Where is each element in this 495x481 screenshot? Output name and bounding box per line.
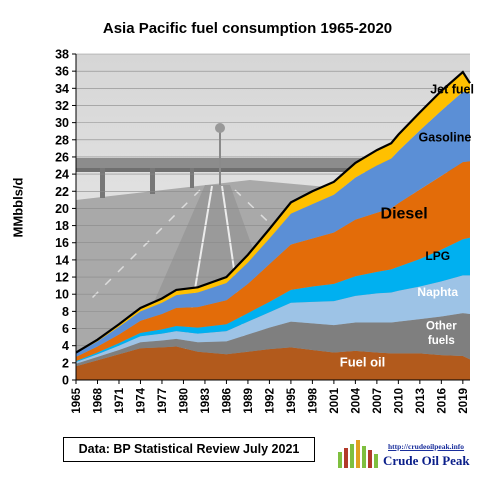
x-tick-label: 1986 (221, 388, 233, 414)
series-label: Jet fuel (430, 82, 474, 96)
series-labels: Jet fuel Gasoline Diesel LPG Naphta Other fuel… (340, 82, 474, 369)
y-tick-label: 18 (55, 219, 69, 233)
x-tick-label: 1989 (243, 388, 255, 414)
x-tick-label: 2016 (436, 388, 448, 414)
stacked-areas (76, 72, 470, 380)
x-tick-label: 2001 (329, 387, 341, 413)
axes (75, 54, 470, 381)
y-tick-label: 14 (55, 253, 69, 267)
y-tick-label: 4 (62, 339, 69, 353)
y-tick-label: 30 (55, 116, 69, 130)
y-tick-label: 38 (55, 48, 69, 62)
area-lpg (76, 237, 470, 362)
x-tick-label: 1977 (157, 388, 169, 414)
x-tick-label: 1995 (286, 387, 298, 413)
area-naphta (76, 275, 470, 364)
y-tick-label: 22 (55, 185, 69, 199)
source-note: Data: BP Statistical Review July 2021 (63, 437, 315, 462)
x-tick-label: 1998 (307, 387, 319, 413)
logo-graphic (338, 440, 378, 468)
series-label: fuels (428, 335, 455, 347)
x-tick-label: 2010 (393, 388, 405, 414)
area-gasoline (76, 91, 470, 357)
x-tick-label: 1983 (200, 388, 212, 414)
x-tick-label: 1974 (135, 387, 147, 413)
series-label: LPG (425, 249, 450, 263)
y-tick-label: 6 (62, 322, 69, 336)
chart-title: Asia Pacific fuel consumption 1965-2020 (102, 20, 393, 37)
y-tick-label: 16 (55, 236, 69, 250)
y-tick-label: 36 (55, 65, 69, 79)
x-tick-label: 2013 (415, 388, 427, 414)
y-tick-label: 2 (62, 356, 69, 370)
y-tick-label: 28 (55, 133, 69, 147)
y-tick-label: 34 (55, 82, 69, 96)
area-other-fuels (76, 313, 470, 367)
area-fuel-oil (76, 346, 470, 380)
y-tick-label: 26 (55, 150, 69, 164)
area-diesel (76, 161, 470, 362)
series-label: Naphta (417, 285, 458, 299)
y-tick-label: 20 (55, 202, 69, 216)
x-tick-label: 2019 (458, 388, 470, 414)
x-tick-label: 2004 (350, 387, 362, 413)
y-tick-label: 12 (55, 271, 69, 285)
total-line-path (75, 70, 471, 354)
x-tick-label: 1971 (114, 387, 126, 413)
x-tick-label: 1965 (71, 387, 83, 413)
x-tick-label: 1980 (178, 388, 190, 414)
x-tick-label: 1968 (92, 387, 104, 413)
y-tick-label: 32 (55, 99, 69, 113)
y-tick-label: 24 (55, 168, 69, 182)
logo-name: Crude Oil Peak (383, 453, 470, 468)
series-label: Fuel oil (340, 354, 386, 369)
x-tick-label: 2007 (372, 388, 384, 414)
x-tick-label: 1992 (264, 388, 276, 414)
y-tick-label: 8 (62, 305, 69, 319)
series-label: Diesel (381, 206, 428, 223)
total-line (75, 70, 471, 354)
x-ticks: 1965 1968 1971 1974 1977 1980 1983 1986 1989 1992… (71, 380, 470, 414)
series-label: Other (426, 320, 457, 332)
y-tick-label: 0 (62, 374, 69, 388)
logo-url[interactable]: http://crudeoilpeak.info (388, 442, 465, 451)
series-label: Gasoline (419, 131, 472, 145)
y-tick-label: 10 (55, 288, 69, 302)
